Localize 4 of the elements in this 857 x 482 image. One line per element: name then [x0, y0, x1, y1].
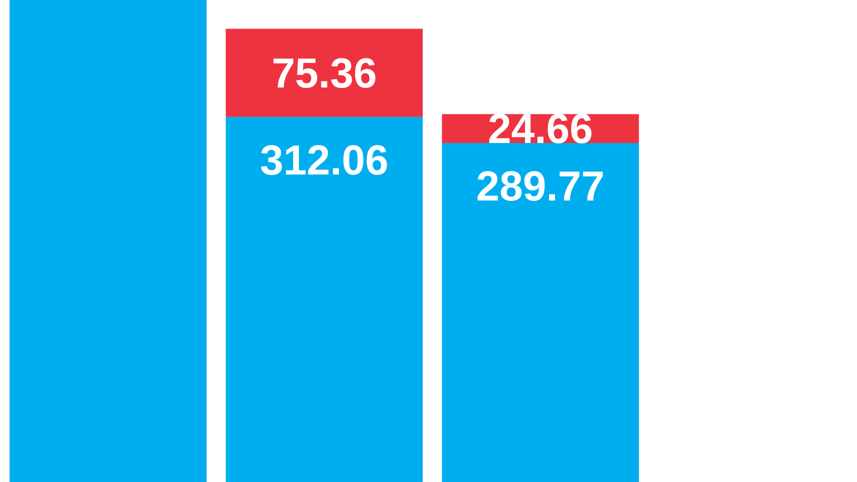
data-label: 289.77: [476, 162, 605, 210]
data-label: 24.66: [488, 105, 593, 152]
data-label: 75.36: [272, 49, 377, 96]
data-label: 312.06: [260, 136, 388, 184]
